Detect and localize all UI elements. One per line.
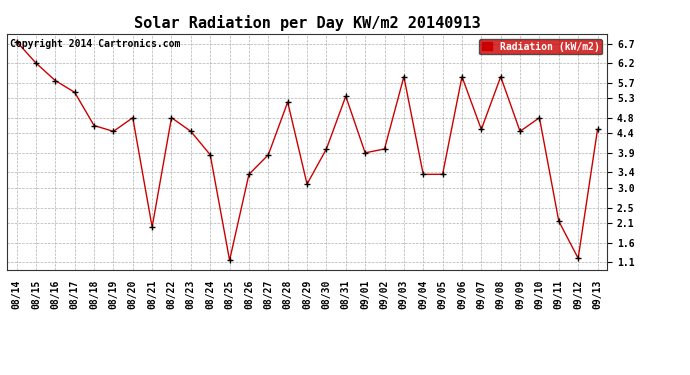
Legend: Radiation (kW/m2): Radiation (kW/m2) (479, 39, 602, 54)
Text: Copyright 2014 Cartronics.com: Copyright 2014 Cartronics.com (10, 39, 180, 48)
Title: Solar Radiation per Day KW/m2 20140913: Solar Radiation per Day KW/m2 20140913 (134, 15, 480, 31)
